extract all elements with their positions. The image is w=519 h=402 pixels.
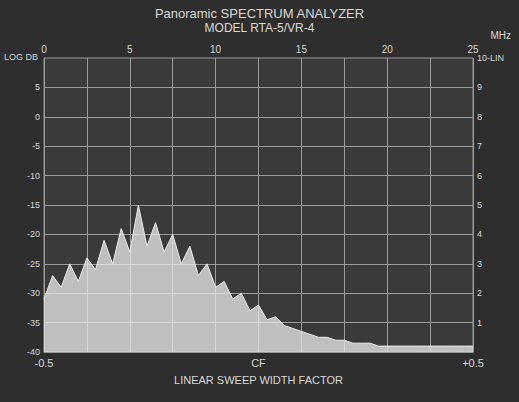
svg-text:+0.5: +0.5 (462, 357, 484, 369)
svg-text:25: 25 (467, 44, 479, 55)
svg-text:8: 8 (477, 112, 482, 122)
svg-text:5: 5 (477, 200, 482, 210)
svg-text:20: 20 (382, 44, 394, 55)
svg-text:-35: -35 (27, 318, 40, 328)
svg-text:5: 5 (35, 82, 40, 92)
svg-text:-15: -15 (27, 200, 40, 210)
svg-text:-40: -40 (27, 347, 40, 357)
svg-text:LOG DB: LOG DB (4, 52, 38, 62)
svg-text:10: 10 (210, 44, 222, 55)
svg-text:-10: -10 (27, 171, 40, 181)
svg-text:15: 15 (296, 44, 308, 55)
svg-text:1: 1 (477, 318, 482, 328)
svg-text:-25: -25 (27, 259, 40, 269)
svg-text:4: 4 (477, 229, 482, 239)
svg-text:LINEAR SWEEP WIDTH FACTOR: LINEAR SWEEP WIDTH FACTOR (174, 374, 343, 386)
svg-text:Panoramic SPECTRUM ANALYZER: Panoramic SPECTRUM ANALYZER (155, 6, 364, 21)
svg-text:2: 2 (477, 288, 482, 298)
svg-text:3: 3 (477, 259, 482, 269)
svg-text:CF: CF (251, 357, 266, 369)
svg-text:7: 7 (477, 141, 482, 151)
svg-text:0: 0 (35, 112, 40, 122)
svg-text:MODEL RTA-5/VR-4: MODEL RTA-5/VR-4 (205, 21, 315, 35)
svg-text:5: 5 (127, 44, 133, 55)
svg-text:-20: -20 (27, 229, 40, 239)
svg-text:9: 9 (477, 82, 482, 92)
svg-text:-5: -5 (32, 141, 40, 151)
svg-text:10-LIN: 10-LIN (477, 53, 504, 63)
svg-text:-30: -30 (27, 288, 40, 298)
svg-text:MHz: MHz (490, 30, 511, 41)
svg-text:-0.5: -0.5 (35, 357, 54, 369)
svg-text:6: 6 (477, 171, 482, 181)
svg-text:0: 0 (41, 44, 47, 55)
